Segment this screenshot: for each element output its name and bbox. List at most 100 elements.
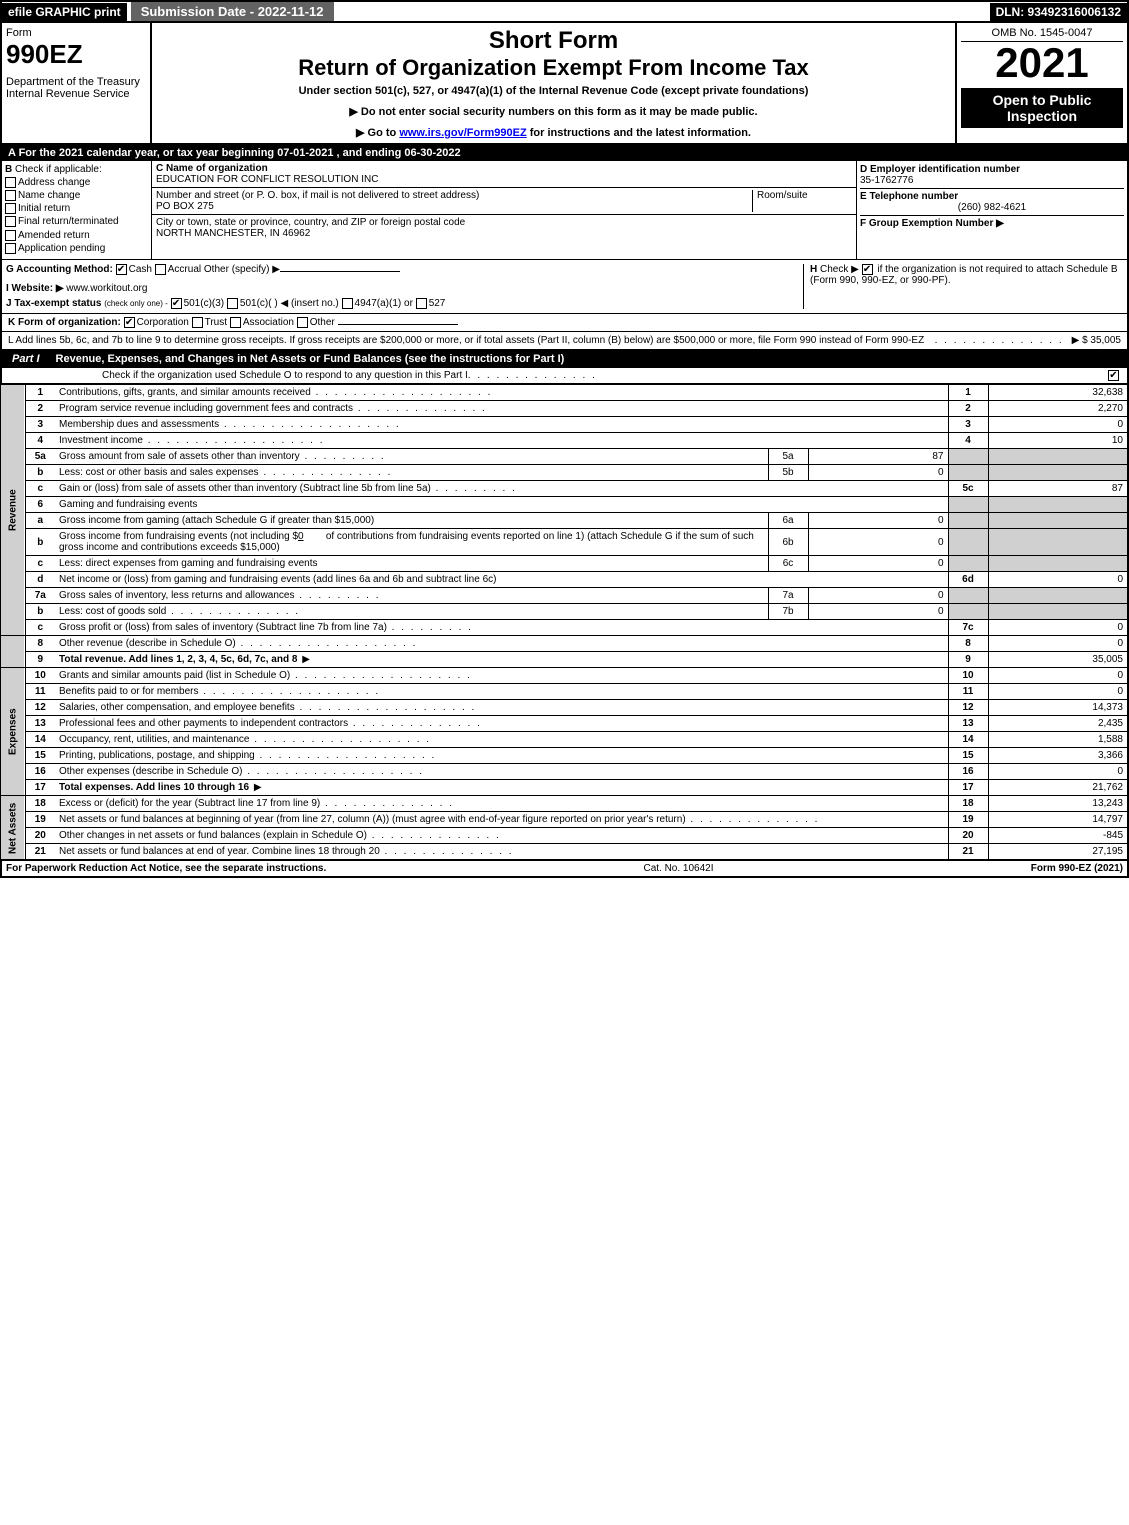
line-6a-gray	[948, 513, 988, 529]
chk-trust[interactable]	[192, 317, 203, 328]
line-5c-rtnum: 5c	[948, 481, 988, 497]
line-6-desc: Gaming and fundraising events	[55, 497, 948, 513]
chk-schedule-b[interactable]	[862, 264, 873, 275]
i-label: I Website: ▶	[6, 283, 64, 294]
chk-4947[interactable]	[342, 298, 353, 309]
chk-address-change[interactable]	[5, 177, 16, 188]
line-7a-gray2	[988, 588, 1128, 604]
line-13-desc: Professional fees and other payments to …	[59, 718, 482, 729]
line-20-rtnum: 20	[948, 828, 988, 844]
website-link[interactable]: www.workitout.org	[66, 283, 147, 294]
chk-501c3[interactable]	[171, 298, 182, 309]
line-21-rtnum: 21	[948, 844, 988, 860]
line-4-desc: Investment income	[59, 435, 325, 446]
footer-left: For Paperwork Reduction Act Notice, see …	[6, 863, 326, 874]
4947-label: 4947(a)(1) or	[355, 298, 413, 309]
chk-association[interactable]	[230, 317, 241, 328]
chk-corporation[interactable]	[124, 317, 135, 328]
form-number: 990EZ	[6, 39, 146, 70]
row-g-h: G Accounting Method: Cash Accrual Other …	[0, 260, 1129, 314]
line-7a-subnum: 7a	[768, 588, 808, 604]
line-15-rtnum: 15	[948, 748, 988, 764]
line-7b-desc: Less: cost of goods sold	[59, 606, 300, 617]
address-change-label: Address change	[18, 177, 90, 188]
expenses-side-label: Expenses	[1, 668, 25, 796]
chk-final-return[interactable]	[5, 216, 16, 227]
revenue-side-label: Revenue	[1, 385, 25, 636]
line-6b-gray2	[988, 529, 1128, 556]
line-15-value: 3,366	[988, 748, 1128, 764]
line-12-desc: Salaries, other compensation, and employ…	[59, 702, 476, 713]
line-5b-gray2	[988, 465, 1128, 481]
line-20-value: -845	[988, 828, 1128, 844]
line-13-rtnum: 13	[948, 716, 988, 732]
section-d: D Employer identification number 35-1762…	[857, 161, 1127, 259]
line-4-value: 10	[988, 433, 1128, 449]
short-form-title: Short Form	[160, 27, 947, 55]
efile-label[interactable]: efile GRAPHIC print	[2, 3, 127, 21]
department-label: Department of the Treasury Internal Reve…	[6, 76, 146, 100]
line-2-rtnum: 2	[948, 401, 988, 417]
line-10-num: 10	[25, 668, 55, 684]
chk-501c[interactable]	[227, 298, 238, 309]
line-1-desc: Contributions, gifts, grants, and simila…	[59, 387, 492, 398]
line-6b-desc1: Gross income from fundraising events (no…	[59, 531, 298, 542]
form-header: Form 990EZ Department of the Treasury In…	[0, 23, 1129, 145]
initial-return-label: Initial return	[18, 203, 70, 214]
chk-schedule-o[interactable]	[1108, 370, 1121, 381]
l-text: L Add lines 5b, 6c, and 7b to line 9 to …	[8, 335, 935, 346]
line-7b-subnum: 7b	[768, 604, 808, 620]
line-19-value: 14,797	[988, 812, 1128, 828]
other-specify-input[interactable]	[280, 271, 400, 272]
line-6d-value: 0	[988, 572, 1128, 588]
ein-label: D Employer identification number	[860, 164, 1124, 175]
dln-label: DLN: 93492316006132	[990, 3, 1127, 21]
ein-value: 35-1762776	[860, 175, 1124, 186]
chk-application-pending[interactable]	[5, 243, 16, 254]
line-6c-subnum: 6c	[768, 556, 808, 572]
irs-link[interactable]: www.irs.gov/Form990EZ	[399, 127, 526, 139]
accrual-label: Accrual	[168, 264, 201, 275]
row-l: L Add lines 5b, 6c, and 7b to line 9 to …	[0, 332, 1129, 350]
line-14-rtnum: 14	[948, 732, 988, 748]
line-14-desc: Occupancy, rent, utilities, and maintena…	[59, 734, 431, 745]
line-21-num: 21	[25, 844, 55, 860]
final-return-label: Final return/terminated	[18, 217, 119, 228]
line-6b-subval: 0	[808, 529, 948, 556]
association-label: Association	[243, 317, 294, 328]
line-6c-gray	[948, 556, 988, 572]
other-org-input[interactable]	[338, 324, 458, 325]
chk-527[interactable]	[416, 298, 427, 309]
goto-instruction: ▶ Go to www.irs.gov/Form990EZ for instru…	[160, 126, 947, 139]
j-sub: (check only one) -	[104, 299, 168, 308]
chk-name-change[interactable]	[5, 190, 16, 201]
footer-right: Form 990-EZ (2021)	[1031, 863, 1123, 874]
part1-sub: Check if the organization used Schedule …	[0, 368, 1129, 384]
line-6b-val: 0	[298, 531, 304, 542]
line-3-rtnum: 3	[948, 417, 988, 433]
org-name-value: EDUCATION FOR CONFLICT RESOLUTION INC	[156, 174, 378, 185]
footer-catno: Cat. No. 10642I	[326, 863, 1030, 874]
line-8-num: 8	[25, 636, 55, 652]
section-h: H Check ▶ if the organization is not req…	[803, 264, 1123, 309]
line-19-rtnum: 19	[948, 812, 988, 828]
chk-initial-return[interactable]	[5, 203, 16, 214]
name-change-label: Name change	[18, 190, 80, 201]
insert-no-label: (insert no.)	[281, 298, 339, 309]
line-6c-subval: 0	[808, 556, 948, 572]
line-18-desc: Excess or (deficit) for the year (Subtra…	[59, 798, 320, 809]
chk-cash[interactable]	[116, 264, 127, 275]
section-c: C Name of organization EDUCATION FOR CON…	[152, 161, 857, 259]
line-7c-value: 0	[988, 620, 1128, 636]
line-5a-desc: Gross amount from sale of assets other t…	[59, 451, 386, 462]
line-17-desc: Total expenses. Add lines 10 through 16	[59, 782, 249, 793]
chk-other-org[interactable]	[297, 317, 308, 328]
line-13-num: 13	[25, 716, 55, 732]
chk-amended-return[interactable]	[5, 230, 16, 241]
line-6-num: 6	[25, 497, 55, 513]
chk-accrual[interactable]	[155, 264, 166, 275]
room-suite-label: Room/suite	[752, 190, 852, 212]
line-6d-rtnum: 6d	[948, 572, 988, 588]
header-center: Short Form Return of Organization Exempt…	[152, 23, 957, 143]
row-k: K Form of organization: Corporation Trus…	[0, 314, 1129, 332]
